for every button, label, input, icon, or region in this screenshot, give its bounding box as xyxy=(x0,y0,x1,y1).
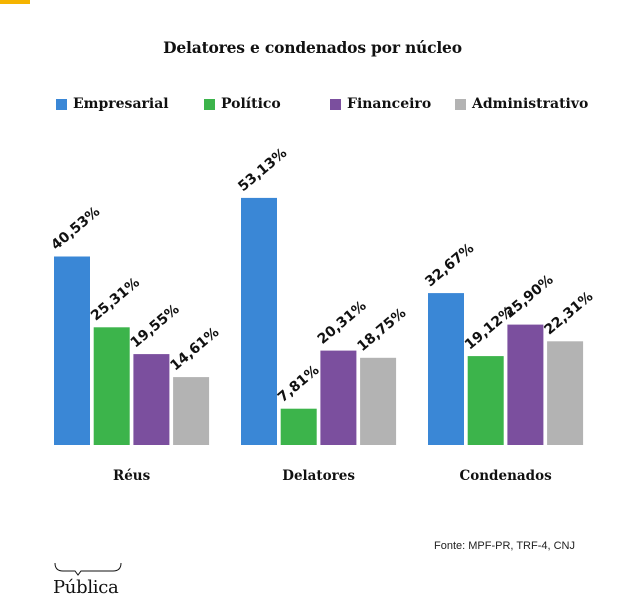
bar-político-2 xyxy=(467,356,504,445)
logo-text: Pública xyxy=(53,577,119,598)
legend-item-administrativo: Administrativo xyxy=(455,96,588,112)
chart-title: Delatores e condenados por núcleo xyxy=(163,38,462,57)
value-label: 7,81% xyxy=(275,362,322,405)
category-label: Delatores xyxy=(282,468,355,484)
bar-empresarial-1 xyxy=(241,197,277,445)
logo-brace-icon xyxy=(54,562,122,576)
category-label: Condenados xyxy=(459,468,552,484)
legend-swatch xyxy=(204,98,215,110)
legend-item-financeiro: Financeiro xyxy=(330,96,431,112)
accent-bar xyxy=(0,0,30,4)
bar-empresarial-2 xyxy=(428,293,464,445)
legend-swatch xyxy=(56,98,67,110)
legend-label: Financeiro xyxy=(347,96,432,112)
legend-item-empresarial: Empresarial xyxy=(56,96,169,112)
bar-político-1 xyxy=(280,408,317,445)
legend-swatch xyxy=(330,98,341,110)
bar-administrativo-1 xyxy=(360,357,397,445)
category-label: Réus xyxy=(113,468,151,484)
source-note: Fonte: MPF-PR, TRF-4, CNJ xyxy=(434,540,575,552)
value-label: 25,90% xyxy=(502,272,557,322)
bar-político-0 xyxy=(93,327,130,445)
legend-item-politico: Político xyxy=(204,96,281,112)
value-label: 40,53% xyxy=(48,204,103,254)
bar-empresarial-0 xyxy=(54,256,90,445)
bar-administrativo-0 xyxy=(173,377,210,445)
bar-administrativo-2 xyxy=(547,341,584,445)
value-label: 53,13% xyxy=(235,145,290,195)
value-label: 25,31% xyxy=(88,275,143,325)
legend-label: Administrativo xyxy=(472,96,589,112)
value-label: 19,55% xyxy=(128,301,183,351)
bar-financeiro-0 xyxy=(133,354,170,445)
value-label: 22,31% xyxy=(541,289,596,339)
legend-label: Empresarial xyxy=(73,96,169,112)
publica-logo: Pública xyxy=(53,562,125,598)
legend-label: Político xyxy=(221,96,281,112)
value-label: 32,67% xyxy=(422,240,477,290)
value-label: 14,61% xyxy=(167,324,222,374)
legend-swatch xyxy=(455,98,466,110)
bar-financeiro-2 xyxy=(507,324,544,445)
bar-financeiro-1 xyxy=(320,350,357,445)
